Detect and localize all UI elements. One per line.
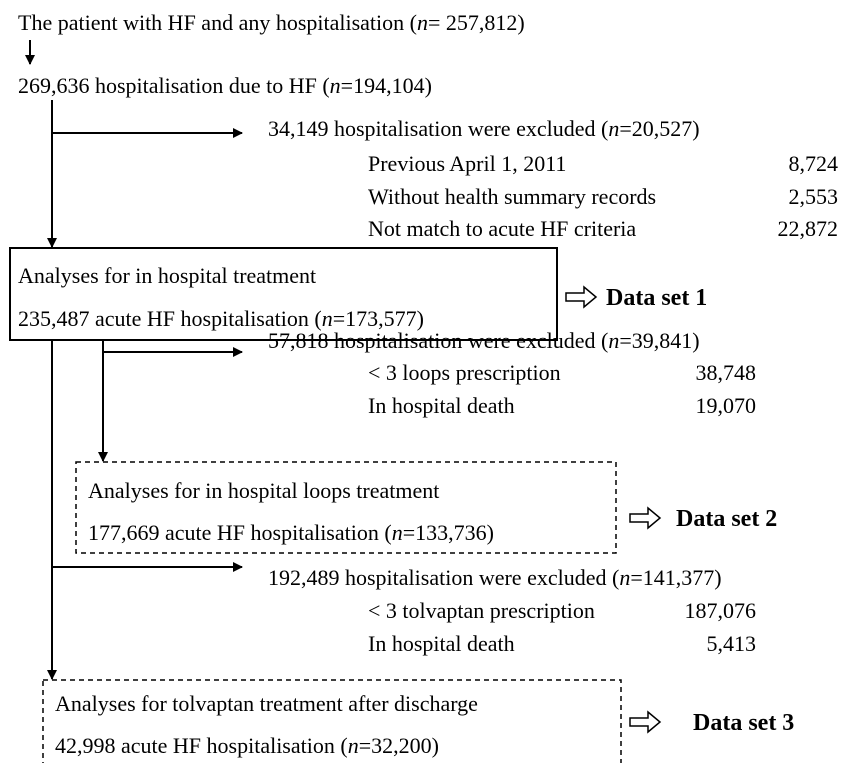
text-segment: n bbox=[608, 328, 619, 353]
text-segment: The patient with HF and any hospitalisat… bbox=[18, 10, 417, 35]
box-count: 42,998 acute HF hospitalisation (n=32,20… bbox=[55, 733, 439, 758]
box: Analyses for tolvaptan treatment after d… bbox=[42, 679, 794, 763]
text-segment: n bbox=[348, 733, 359, 758]
text-segment: n bbox=[417, 10, 428, 35]
exclusion-label: Not match to acute HF criteria bbox=[368, 216, 636, 241]
text-segment: n bbox=[330, 73, 341, 98]
box-title: Analyses for in hospital treatment bbox=[18, 263, 316, 288]
exclusion-value: 187,076 bbox=[685, 598, 757, 623]
text-segment: =32,200) bbox=[359, 733, 439, 758]
text-segment: 34,149 hospitalisation were excluded ( bbox=[268, 116, 608, 141]
dataset-label: Data set 2 bbox=[676, 506, 777, 532]
exclusion-value: 22,872 bbox=[778, 216, 839, 241]
text-segment: =194,104) bbox=[341, 73, 432, 98]
text-segment: n bbox=[392, 520, 403, 545]
text-segment: =20,527) bbox=[619, 116, 699, 141]
step: The patient with HF and any hospitalisat… bbox=[18, 10, 525, 35]
box-frame bbox=[9, 247, 558, 341]
step: 269,636 hospitalisation due to HF (n=194… bbox=[18, 73, 432, 98]
exclusion-value: 19,070 bbox=[696, 393, 757, 418]
connectors bbox=[25, 40, 243, 680]
box-frame bbox=[75, 461, 617, 554]
text-segment: 235,487 acute HF hospitalisation ( bbox=[18, 306, 322, 331]
exclusion-value: 2,553 bbox=[789, 184, 839, 209]
dataset-arrow bbox=[629, 711, 661, 733]
text-segment: 42,998 acute HF hospitalisation ( bbox=[55, 733, 348, 758]
exclusion: 192,489 hospitalisation were excluded (n… bbox=[268, 565, 756, 656]
text-segment: n bbox=[608, 116, 619, 141]
text-segment: =39,841) bbox=[619, 328, 699, 353]
text-segment: 192,489 hospitalisation were excluded ( bbox=[268, 565, 619, 590]
text-segment: = 257,812) bbox=[428, 10, 525, 35]
exclusion-label: In hospital death bbox=[368, 393, 515, 418]
exclusion-label: < 3 tolvaptan prescription bbox=[368, 598, 595, 623]
exclusion-value: 38,748 bbox=[696, 360, 757, 385]
box-frame bbox=[42, 679, 622, 763]
text-segment: =133,736) bbox=[403, 520, 494, 545]
dataset-label: Data set 1 bbox=[606, 285, 707, 311]
text-segment: 269,636 hospitalisation due to HF ( bbox=[18, 73, 330, 98]
exclusion-label: < 3 loops prescription bbox=[368, 360, 561, 385]
text-segment: =173,577) bbox=[333, 306, 424, 331]
text-segment: 177,669 acute HF hospitalisation ( bbox=[88, 520, 392, 545]
exclusion-label: Without health summary records bbox=[368, 184, 656, 209]
exclusion-title: 57,818 hospitalisation were excluded (n=… bbox=[268, 328, 700, 353]
exclusion-label: In hospital death bbox=[368, 631, 515, 656]
dataset-label: Data set 3 bbox=[693, 710, 794, 736]
text-segment: n bbox=[619, 565, 630, 590]
dataset-arrow bbox=[565, 286, 597, 308]
box-count: 235,487 acute HF hospitalisation (n=173,… bbox=[18, 306, 424, 331]
exclusion-value: 5,413 bbox=[707, 631, 757, 656]
box: Analyses for in hospital treatment 235,4… bbox=[9, 247, 707, 341]
exclusion-title: 192,489 hospitalisation were excluded (n… bbox=[268, 565, 722, 590]
text-segment: n bbox=[322, 306, 333, 331]
box-count: 177,669 acute HF hospitalisation (n=133,… bbox=[88, 520, 494, 545]
exclusion: 34,149 hospitalisation were excluded (n=… bbox=[268, 116, 838, 241]
exclusion-label: Previous April 1, 2011 bbox=[368, 151, 566, 176]
exclusion-value: 8,724 bbox=[789, 151, 839, 176]
dataset-arrow bbox=[629, 507, 661, 529]
text-segment: 57,818 hospitalisation were excluded ( bbox=[268, 328, 608, 353]
box-title: Analyses for tolvaptan treatment after d… bbox=[55, 691, 478, 716]
exclusion: 57,818 hospitalisation were excluded (n=… bbox=[268, 328, 756, 418]
text-segment: =141,377) bbox=[630, 565, 721, 590]
exclusion-title: 34,149 hospitalisation were excluded (n=… bbox=[268, 116, 700, 141]
box: Analyses for in hospital loops treatment… bbox=[75, 461, 777, 554]
box-title: Analyses for in hospital loops treatment bbox=[88, 478, 439, 503]
